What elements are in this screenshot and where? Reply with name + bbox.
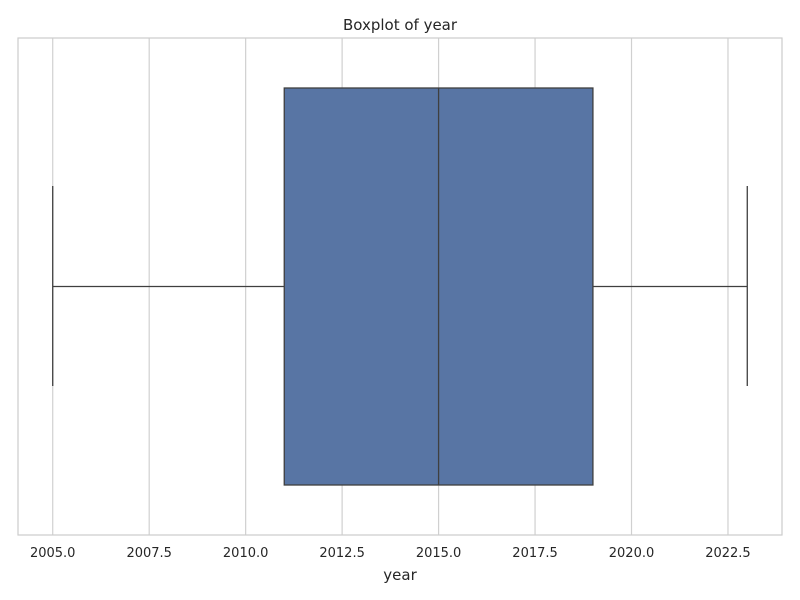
x-tick-label: 2005.0 [30, 546, 76, 561]
x-tick-label: 2010.0 [223, 546, 269, 561]
x-tick-label: 2015.0 [416, 546, 462, 561]
x-tick-label: 2007.5 [126, 546, 172, 561]
plot-area [17, 37, 783, 536]
x-tick-label: 2017.5 [512, 546, 558, 561]
plot-frame [17, 37, 783, 536]
x-tick-label: 2022.5 [705, 546, 751, 561]
x-tick-labels: 2005.0 2007.5 2010.0 2012.5 2015.0 2017.5 2020… [30, 546, 751, 561]
x-axis-label: year [383, 566, 417, 584]
x-tick-label: 2012.5 [319, 546, 365, 561]
chart-title: Boxplot of year [343, 16, 458, 34]
box-group [52, 87, 748, 486]
x-tick-label: 2020.0 [609, 546, 655, 561]
